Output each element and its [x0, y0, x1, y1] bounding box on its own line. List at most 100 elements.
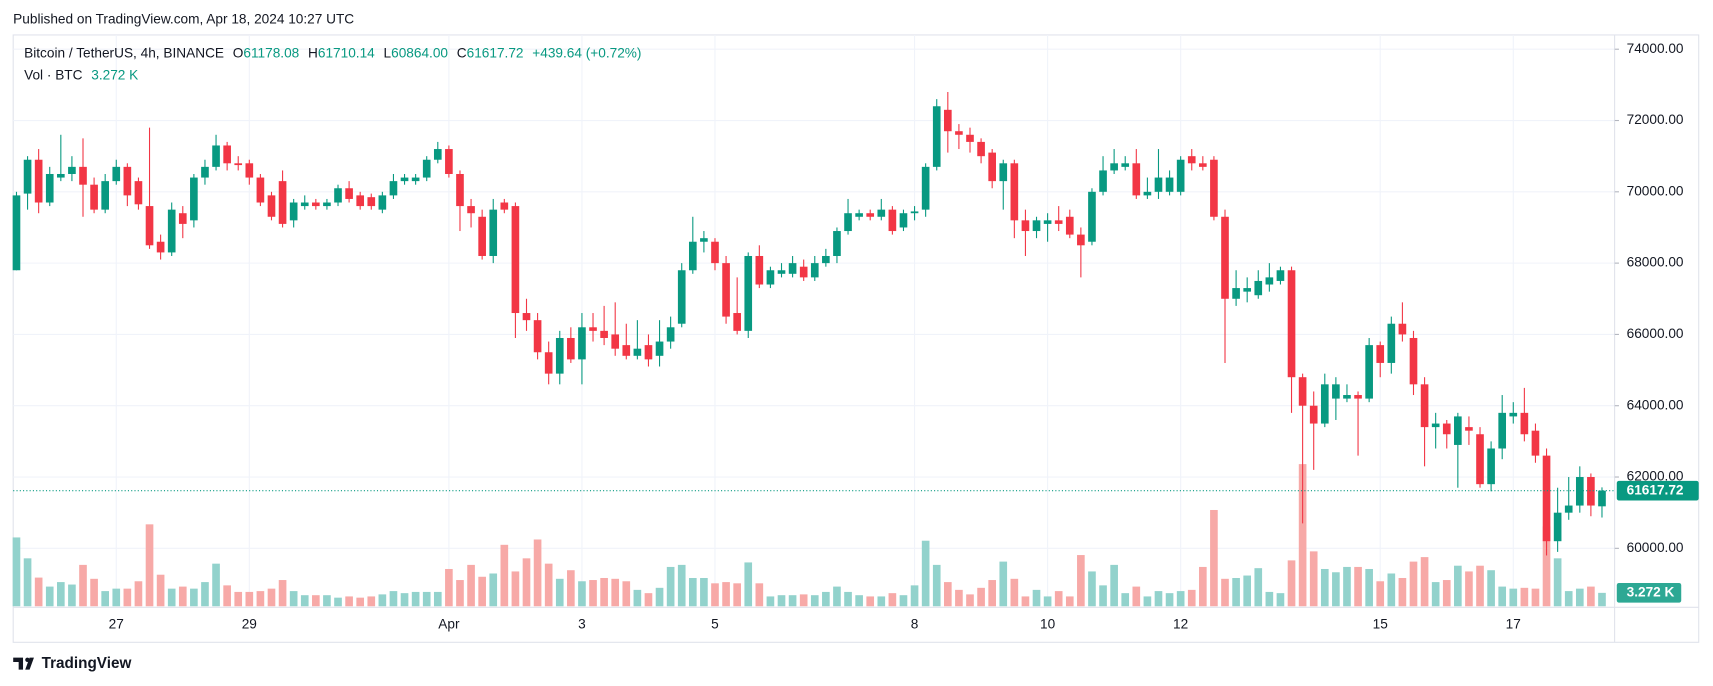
candle-body — [489, 209, 498, 256]
candle-body — [1431, 423, 1440, 428]
candle-body — [1587, 477, 1595, 506]
candle-body — [112, 166, 121, 182]
volume-bar — [1431, 582, 1440, 607]
volume-bar — [977, 587, 985, 607]
volume-bar — [500, 544, 509, 607]
candle-body — [422, 159, 431, 178]
x-tick-label: 5 — [711, 616, 719, 631]
volume-bar — [1176, 591, 1185, 607]
volume-bar — [1110, 564, 1118, 607]
candle-body — [866, 213, 875, 217]
candle-body — [356, 195, 365, 207]
volume-bar — [312, 595, 320, 607]
x-tick-label: 12 — [1173, 616, 1188, 631]
candle-body — [312, 202, 320, 207]
candle-body — [445, 149, 453, 174]
volume-bar — [1243, 575, 1252, 607]
candle-body — [1077, 234, 1085, 246]
volume-bar — [777, 595, 786, 607]
volume-bar — [799, 594, 808, 607]
volume-bar — [600, 577, 608, 607]
candle-body — [389, 181, 398, 196]
volume-bar — [34, 577, 43, 607]
volume-bar — [267, 588, 276, 607]
x-tick-label: 8 — [911, 616, 919, 631]
candle-body — [611, 334, 620, 349]
volume-bar — [700, 577, 708, 607]
volume-bar — [378, 594, 387, 607]
volume-bar — [655, 587, 664, 607]
volume-bar — [23, 558, 32, 607]
candle-body — [134, 181, 143, 205]
volume-bar — [1021, 596, 1030, 607]
candle-body — [90, 184, 98, 210]
candle-body — [400, 177, 409, 182]
last-volume-label: 3.272 K — [1627, 584, 1675, 599]
candle-body — [644, 345, 653, 360]
candle-body — [877, 209, 886, 217]
volume-bar — [411, 591, 420, 607]
volume-bar — [1254, 568, 1263, 607]
candle-body — [622, 345, 631, 356]
volume-bar — [145, 524, 154, 607]
candle-body — [190, 177, 198, 221]
volume-bar — [1165, 593, 1174, 607]
volume-bar — [1298, 464, 1307, 607]
volume-bar — [711, 583, 719, 607]
candle-body — [766, 270, 775, 285]
candle-body — [1021, 220, 1030, 232]
volume-bar — [1032, 589, 1041, 607]
volume-bar — [722, 582, 730, 607]
candle-body — [921, 166, 930, 210]
candle-body — [1221, 216, 1229, 299]
volume-bar — [422, 591, 431, 607]
volume-bar — [445, 568, 453, 607]
volume-bar — [112, 588, 121, 607]
candle-body — [799, 266, 808, 278]
candle-body — [1243, 288, 1252, 292]
volume-bar — [677, 564, 686, 607]
last-price-label: 61617.72 — [1627, 482, 1684, 497]
candle-body — [522, 313, 531, 321]
candle-body — [1343, 395, 1351, 399]
candle-body — [1165, 177, 1174, 192]
x-tick-label: 3 — [578, 616, 586, 631]
candle-body — [1154, 177, 1163, 192]
volume-bar — [755, 583, 764, 607]
candle-body — [1054, 220, 1063, 224]
volume-bar — [123, 588, 132, 607]
volume-bar — [1520, 587, 1529, 607]
candle-body — [45, 173, 54, 203]
candle-body — [1498, 412, 1507, 449]
candle-body — [34, 159, 43, 203]
volume-bar — [12, 537, 21, 607]
candle-body — [411, 177, 420, 182]
volume-bar — [1077, 555, 1085, 607]
candle-body — [23, 159, 32, 194]
candle-body — [478, 216, 486, 256]
logo-dot — [25, 657, 30, 662]
candle-body — [700, 238, 708, 242]
candle-body — [1575, 477, 1584, 506]
volume-bar — [943, 582, 952, 607]
candle-body — [555, 337, 564, 374]
candle-body — [1454, 416, 1462, 445]
candle-body — [1387, 323, 1396, 363]
volume-bar — [1309, 551, 1318, 607]
volume-bar — [932, 564, 941, 607]
volume-bar — [1398, 577, 1407, 607]
y-tick-label: 68000.00 — [1627, 255, 1684, 270]
candle-body — [1121, 163, 1130, 167]
legend-key: C — [457, 45, 467, 60]
candle-body — [1276, 270, 1285, 281]
candle-body — [688, 241, 697, 271]
candle-body — [289, 202, 298, 221]
candle-body — [334, 188, 342, 203]
candle-body — [999, 163, 1008, 182]
volume-bar — [1154, 591, 1163, 607]
candle-body — [1298, 377, 1307, 406]
volume-bar — [1365, 568, 1373, 607]
candle-body — [68, 166, 76, 174]
volume-bar — [899, 595, 908, 607]
candle-body — [533, 320, 542, 353]
